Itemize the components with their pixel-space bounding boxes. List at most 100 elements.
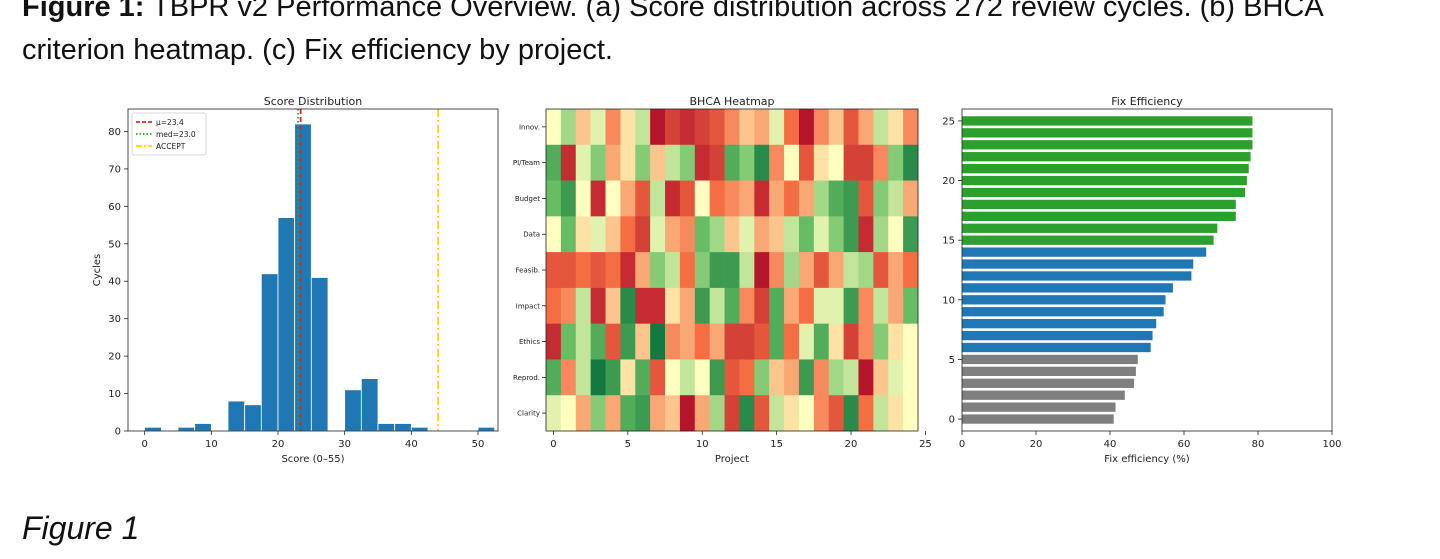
heatmap-cell: [605, 395, 621, 432]
efficiency-bar: [962, 163, 1249, 174]
heatmap-cell: [828, 109, 844, 146]
heatmap-cell: [650, 359, 666, 396]
heatmap-cell: [635, 252, 651, 289]
heatmap-cell: [888, 216, 904, 253]
heatmap-cell: [665, 323, 681, 360]
y-tick-label: 25: [942, 116, 955, 127]
heatmap-cell: [858, 323, 874, 360]
x-tick-label: 25: [919, 439, 932, 450]
y-tick-label: 15: [942, 236, 955, 247]
heatmap-cell: [605, 359, 621, 396]
heatmap-cell: [828, 252, 844, 289]
heatmap-cell: [813, 287, 830, 324]
heatmap-cell: [709, 144, 725, 181]
heatmap-cell: [873, 323, 889, 360]
heatmap-cell: [665, 109, 681, 146]
heatmap-cell: [903, 287, 919, 324]
row-label: Clarity: [517, 410, 540, 418]
heatmap-cell: [590, 287, 606, 324]
heatmap-cell: [575, 252, 591, 289]
heatmap-cell: [694, 287, 710, 324]
heatmap-cell: [888, 359, 904, 396]
histogram-bar: [144, 426, 162, 432]
heatmap-cell: [888, 252, 904, 289]
x-tick-label: 80: [1252, 439, 1265, 450]
heatmap-cell: [709, 395, 725, 432]
heatmap-cell: [590, 395, 606, 432]
efficiency-bar: [962, 116, 1253, 126]
heatmap-cell: [813, 359, 830, 396]
heatmap-cell: [873, 109, 889, 146]
row-label: Data: [523, 231, 540, 239]
heatmap-cell: [903, 109, 919, 146]
x-tick-label: 40: [405, 439, 418, 450]
efficiency-bar: [962, 247, 1207, 257]
heatmap-cell: [650, 287, 666, 324]
heatmap-cell: [843, 395, 859, 432]
heatmap-cell: [560, 109, 577, 146]
heatmap-cell: [709, 287, 725, 324]
heatmap-cell: [888, 287, 904, 324]
heatmap-cell: [694, 359, 710, 396]
heatmap-cell: [739, 323, 755, 360]
heatmap-cell: [888, 144, 904, 181]
heatmap-cell: [590, 216, 606, 253]
heatmap-cell: [590, 359, 606, 396]
heatmap-cell: [620, 395, 636, 432]
heatmap-cell: [650, 395, 666, 432]
row-label: PI/Team: [513, 159, 540, 167]
row-label: Reprod.: [513, 374, 540, 382]
histogram-bar: [360, 378, 379, 432]
histogram-bar: [477, 426, 496, 432]
chart-title: Score Distribution: [264, 95, 363, 108]
heatmap-cell: [620, 180, 636, 217]
x-axis-label: Score (0–55): [281, 454, 344, 465]
heatmap-cell: [635, 180, 651, 217]
heatmap-cell: [709, 359, 725, 396]
heatmap-cell: [694, 395, 710, 432]
heatmap-cell: [754, 395, 770, 432]
heatmap-cell: [873, 180, 889, 217]
caption-text: TBPR v2 Performance Overview. (a) Score …: [22, 0, 1323, 66]
x-tick-label: 50: [472, 439, 485, 450]
heatmap-cell: [665, 144, 681, 181]
heatmap-cell: [769, 180, 785, 217]
heatmap-cell: [903, 180, 919, 217]
heatmap-cell: [739, 144, 755, 181]
heatmap-cell: [605, 287, 621, 324]
heatmap-cell: [605, 144, 621, 181]
heatmap-cell: [828, 180, 844, 217]
heatmap-cell: [620, 359, 636, 396]
figure-caption: Figure 1: TBPR v2 Performance Overview. …: [22, 0, 1422, 72]
heatmap-cell: [769, 323, 785, 360]
heatmap-cell: [590, 109, 606, 146]
heatmap-cell: [843, 144, 859, 181]
y-tick-label: 40: [108, 277, 121, 288]
histogram-bar: [377, 423, 396, 432]
efficiency-bar: [962, 307, 1164, 317]
heatmap-cell: [605, 323, 621, 360]
heatmap-cell: [798, 323, 815, 360]
heatmap-cell: [858, 216, 874, 253]
histogram-bar: [177, 426, 196, 432]
histogram-bar: [194, 423, 212, 432]
efficiency-bar: [962, 283, 1173, 293]
heatmap-cell: [813, 252, 830, 289]
heatmap-cell: [769, 395, 785, 432]
caption-label: Figure 1:: [22, 0, 145, 23]
x-axis-label: Fix efficiency (%): [1104, 454, 1189, 465]
x-tick-label: 30: [338, 439, 351, 450]
heatmap-cell: [724, 180, 740, 217]
heatmap-cell: [546, 109, 562, 146]
heatmap-cell: [828, 323, 844, 360]
y-tick-label: 70: [108, 164, 121, 175]
heatmap-cell: [694, 323, 710, 360]
heatmap-cell: [679, 144, 696, 181]
y-axis-label: Cycles: [92, 254, 103, 287]
heatmap-cell: [813, 180, 830, 217]
heatmap-cell: [754, 180, 770, 217]
heatmap-cell: [903, 323, 919, 360]
efficiency-bar: [962, 128, 1253, 138]
heatmap-cell: [650, 144, 666, 181]
heatmap-cell: [665, 216, 681, 253]
